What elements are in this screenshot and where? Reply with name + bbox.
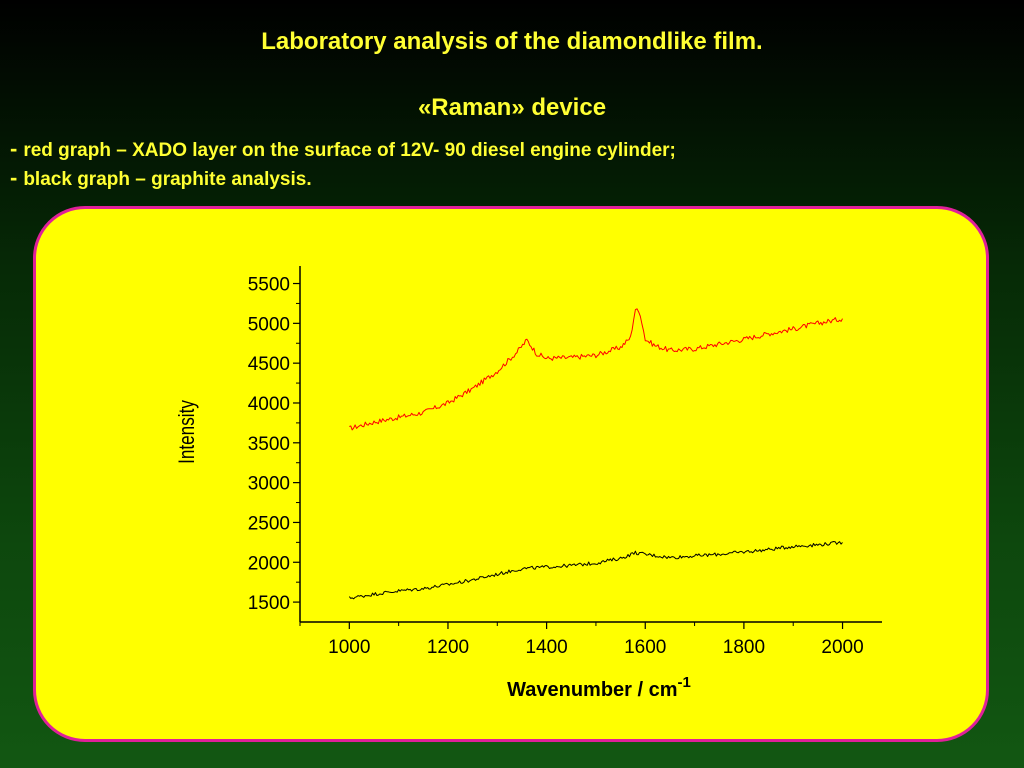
bullet-black-graph: - black graph – graphite analysis. bbox=[10, 165, 312, 191]
bullet-red-graph: - red graph – XADO layer on the surface o… bbox=[10, 136, 676, 162]
y-tick-label: 2500 bbox=[248, 513, 290, 534]
y-tick-label: 5500 bbox=[248, 275, 290, 296]
x-axis-label-main: Wavenumber / cm bbox=[507, 679, 677, 701]
x-tick-label: 1600 bbox=[624, 637, 666, 658]
y-tick-label: 1500 bbox=[248, 593, 290, 614]
x-tick-label: 1000 bbox=[328, 637, 370, 658]
red-series-line bbox=[349, 308, 843, 431]
y-tick-label: 4500 bbox=[248, 354, 290, 375]
chart-panel: 1500 2000 2500 3000 3500 4000 4500 5000 5500 1000… bbox=[33, 206, 989, 742]
y-tick-label: 4000 bbox=[248, 394, 290, 415]
y-tick-label: 3500 bbox=[248, 434, 290, 455]
bullet-text: black graph – graphite analysis. bbox=[23, 169, 312, 190]
x-axis-label: Wavenumber / cm-1 bbox=[507, 674, 691, 701]
black-series-line bbox=[348, 541, 843, 600]
y-axis-label: Intensity bbox=[175, 400, 200, 464]
y-tick-label: 5000 bbox=[248, 314, 290, 335]
chart-series bbox=[348, 308, 843, 600]
x-axis-label-superscript: -1 bbox=[678, 674, 691, 691]
x-tick-label: 1400 bbox=[525, 637, 567, 658]
x-tick-label: 2000 bbox=[821, 637, 863, 658]
y-tick-label: 2000 bbox=[248, 553, 290, 574]
bullet-dash: - bbox=[10, 136, 18, 161]
x-tick-label: 1200 bbox=[427, 637, 469, 658]
chart-axes: 1500 2000 2500 3000 3500 4000 4500 5000 5500 1000… bbox=[248, 266, 882, 658]
bullet-text: red graph – XADO layer on the surface of… bbox=[23, 140, 676, 161]
y-tick-label: 3000 bbox=[248, 474, 290, 495]
bullet-dash: - bbox=[10, 165, 18, 190]
raman-chart: 1500 2000 2500 3000 3500 4000 4500 5000 5500 1000… bbox=[175, 266, 882, 701]
slide-subtitle: «Raman» device bbox=[417, 94, 607, 121]
x-tick-label: 1800 bbox=[723, 637, 765, 658]
slide-title: Laboratory analysis of the diamondlike f… bbox=[261, 28, 763, 55]
